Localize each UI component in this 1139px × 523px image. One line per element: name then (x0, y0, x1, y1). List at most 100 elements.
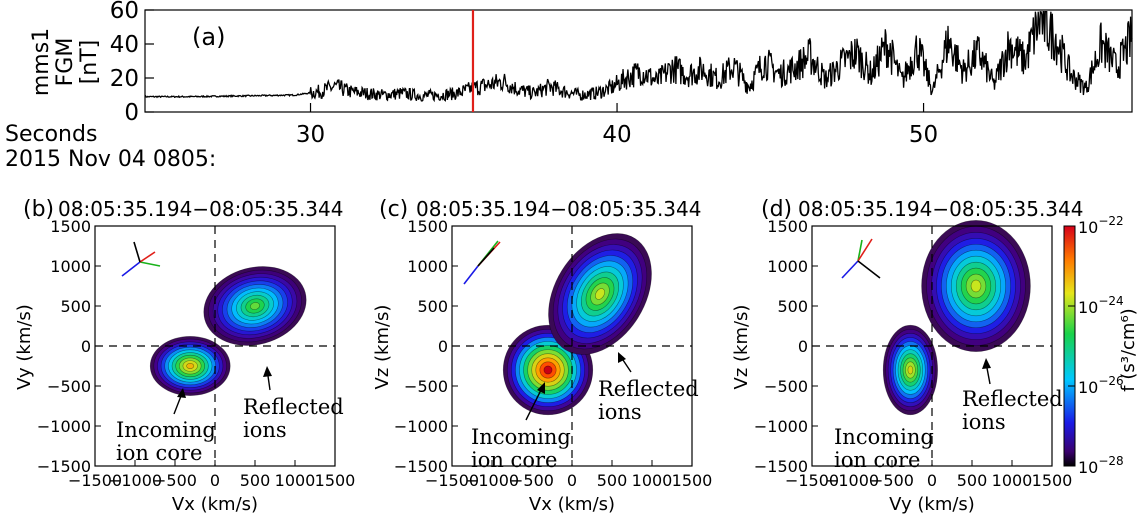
panel-b-label: (b) (23, 197, 54, 222)
panel-d-xtick-label: 1500 (1032, 471, 1073, 490)
panel-b-ytick-label: −1000 (37, 417, 91, 436)
panel-a-frame (144, 9, 1133, 113)
panel-b-xtick-label: −1500 (68, 471, 122, 490)
panel-c-ann-reflected-2: ions (598, 400, 642, 424)
panel-d-blob-0-contour (907, 365, 914, 375)
panel-d-axes-glyph (841, 238, 881, 279)
colorbar-ticks: 10−22 10−24 10−26 10−28 (1068, 214, 1124, 477)
panel-d-xtick-label: 0 (927, 471, 937, 490)
panel-d-ann-reflected-1: Reflected (962, 387, 1063, 411)
panel-d-label: (d) (761, 197, 792, 222)
panel-d-ann-reflected-2: ions (962, 410, 1006, 434)
panel-a-ylabel-3: [nT] (77, 40, 102, 85)
panel-c-ytick-label: −1000 (394, 417, 448, 436)
panel-b-time-range: 08:05:35.194−08:05:35.344 (58, 197, 343, 221)
panel-d-xtick-label: 1000 (992, 471, 1033, 490)
panel-c-axes-glyph (463, 240, 501, 285)
panel-d-xtick-label: −500 (870, 471, 914, 490)
colorbar-tick-label: 10−26 (1078, 374, 1124, 397)
panel-d-xtick-label: 500 (957, 471, 988, 490)
panel-c-xtick-label: −1000 (465, 471, 519, 490)
panel-b-blob-0-contour (186, 363, 195, 369)
panel-b-arrow-reflected (263, 366, 272, 391)
panel-b-ytick-label: 0 (81, 337, 91, 356)
panel-d-ytick-label: 500 (777, 297, 808, 316)
panel-d-ytick-label: 1000 (767, 257, 808, 276)
panel-a-xtick-label: 30 (296, 122, 325, 148)
panel-b-ylabel: Vy (km/s) (14, 304, 35, 390)
panel-d-ytick-label: 0 (798, 337, 808, 356)
panel-d-ytick-label: 1500 (767, 217, 808, 236)
colorbar-tick-label: 10−28 (1078, 454, 1124, 477)
panel-c-ann-reflected-1: Reflected (598, 377, 699, 401)
panel-d-blob-1-contour (970, 279, 982, 293)
panel-b-ann-reflected-2: ions (243, 418, 287, 442)
panel-d-time-range: 08:05:35.194−08:05:35.344 (798, 197, 1083, 221)
panel-b-xlabel: Vx (km/s) (172, 494, 258, 515)
panel-b-xtick-label: 1000 (275, 471, 316, 490)
panel-b-xtick-label: −1000 (108, 471, 162, 490)
panel-c-xtick-label: 500 (597, 471, 628, 490)
panel-a-y-ticks: 0 20 40 60 (110, 0, 154, 126)
panel-c-ann-incoming-2: ion core (471, 448, 557, 472)
panel-d-xtick-label: −1000 (825, 471, 879, 490)
panel-c-ylabel: Vz (km/s) (372, 305, 393, 390)
panel-a-ytick-label: 60 (110, 0, 139, 24)
panel-d-ytick-label: −1000 (754, 417, 808, 436)
panel-c-ytick-label: −1500 (394, 457, 448, 476)
colorbar-gradient (1063, 225, 1076, 467)
panel-b-blob-1-contour (250, 302, 260, 310)
panel-c-xlabel: Vx (km/s) (529, 494, 615, 515)
panel-a-ylabel-2: FGM (53, 38, 78, 87)
colorbar: 10−22 10−24 10−26 10−28 f (s³/cm⁶) (1063, 214, 1139, 477)
panel-b-ytick-label: 1000 (50, 257, 91, 276)
panel-d-xtick-label: −1500 (785, 471, 839, 490)
panel-b-axes-glyph (121, 241, 161, 277)
panel-b-ann-incoming-1: Incoming (116, 418, 216, 442)
panel-b-xtick-label: −500 (153, 471, 197, 490)
panel-a-x-ticks: 30 40 50 (296, 103, 938, 148)
panel-d-ann-incoming-1: Incoming (834, 425, 934, 449)
panel-d-ann-incoming-2: ion core (834, 448, 920, 472)
panel-b-ytick-label: −1500 (37, 457, 91, 476)
panel-d-plot: −1500−1000−500050010001500−1500−1000−500… (754, 217, 1072, 490)
panel-c-blob-0-contour (543, 365, 553, 375)
panel-c-ytick-label: 0 (438, 337, 448, 356)
panel-c-ytick-label: 1000 (407, 257, 448, 276)
panel-b-ann-incoming-2: ion core (116, 441, 202, 465)
panel-c-ytick-label: 1500 (407, 217, 448, 236)
panel-c-plot: −1500−1000−500050010001500−1500−1000−500… (394, 217, 713, 490)
panel-c-xtick-label: −1500 (425, 471, 479, 490)
panel-d-xlabel: Vy (km/s) (889, 494, 975, 515)
panel-c-xtick-label: 1000 (632, 471, 673, 490)
panel-c-ytick-label: −500 (404, 377, 448, 396)
panel-b-xtick-label: 500 (240, 471, 271, 490)
panel-c-xtick-label: 1500 (672, 471, 713, 490)
panel-c-label: (c) (379, 197, 408, 222)
colorbar-label: f (s³/cm⁶) (1118, 308, 1139, 391)
colorbar-tick-label: 10−24 (1078, 294, 1124, 317)
panel-a-ytick-label: 0 (124, 100, 139, 126)
panel-a-ylabel-1: mms1 (29, 28, 54, 96)
panel-b-ytick-label: −500 (47, 377, 91, 396)
panel-a: (a) mms1 FGM [nT] 0 20 40 60 30 40 50 Seconds… (5, 0, 1133, 172)
panel-b-ann-reflected-1: Reflected (243, 395, 344, 419)
panel-a-x-title: Seconds (5, 122, 97, 147)
panel-b: (b) 08:05:35.194−08:05:35.344 −1500−1000… (14, 197, 355, 515)
panel-b-ytick-label: 1500 (50, 217, 91, 236)
panel-c-arrow-reflected (618, 352, 632, 373)
panel-a-label: (a) (192, 23, 225, 51)
panel-b-ytick-label: 500 (60, 297, 91, 316)
panel-a-x-date: 2015 Nov 04 0805: (5, 147, 216, 172)
panel-d: (d) 08:05:35.194−08:05:35.344 −1500−1000… (731, 197, 1083, 515)
panel-b-plot: −1500−1000−500050010001500−1500−1000−500… (37, 217, 355, 490)
panel-c-xtick-label: 0 (567, 471, 577, 490)
panel-c-xtick-label: −500 (510, 471, 554, 490)
panel-c-arrow-incoming (525, 382, 545, 421)
panel-a-trace (144, 10, 1133, 103)
panel-d-ytick-label: −1500 (754, 457, 808, 476)
panel-c-ytick-label: 500 (417, 297, 448, 316)
panel-d-ytick-label: −500 (764, 377, 808, 396)
panel-b-arrow-incoming (173, 388, 186, 415)
